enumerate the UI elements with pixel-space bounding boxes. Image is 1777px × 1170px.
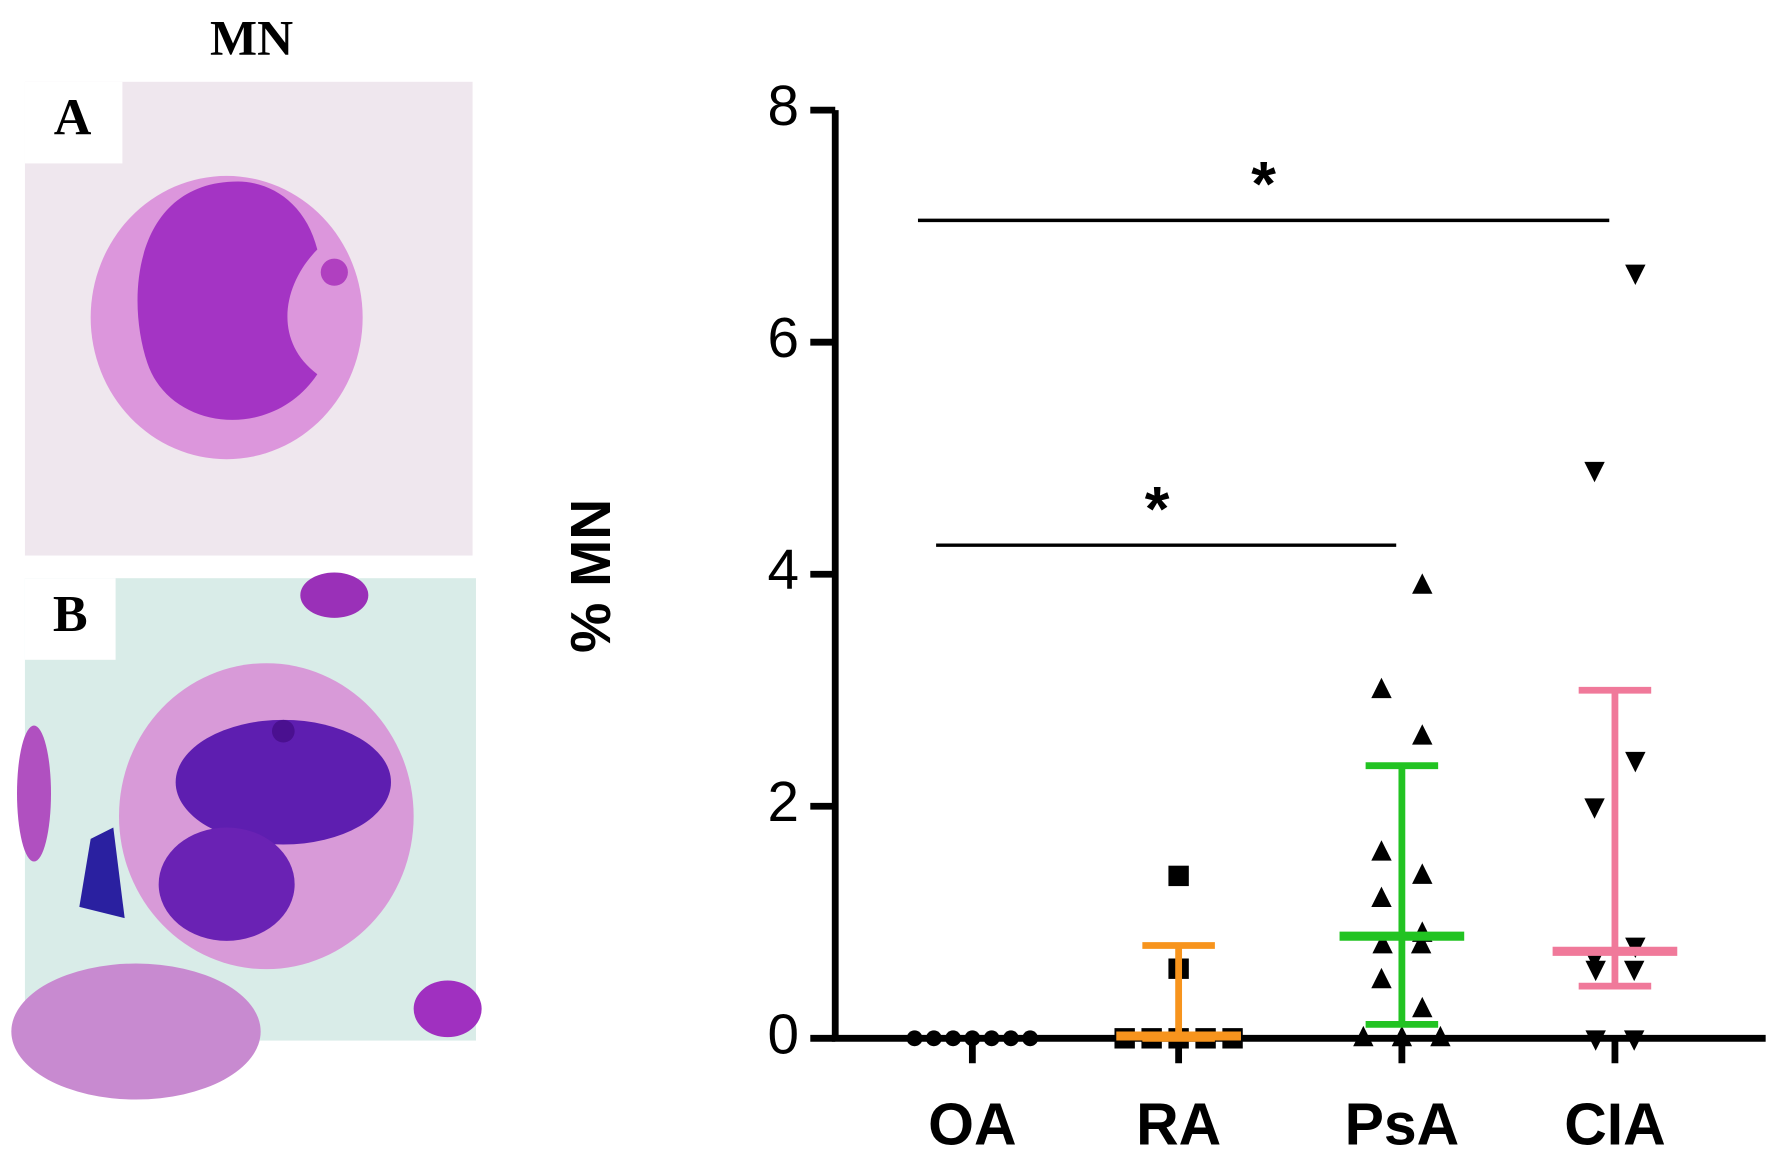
data-point	[1412, 573, 1433, 594]
data-point	[1412, 863, 1433, 884]
data-point	[1391, 1025, 1413, 1047]
data-point	[1410, 933, 1432, 954]
data-point	[925, 1030, 942, 1047]
data-point	[906, 1030, 923, 1047]
x-tick-label: CIA	[1564, 1093, 1665, 1158]
data-point	[1624, 1030, 1645, 1051]
micrograph-a: A	[24, 81, 473, 556]
data-point	[1585, 1030, 1606, 1051]
data-point	[1022, 1030, 1039, 1047]
data-point	[964, 1030, 981, 1047]
significance-label: *	[1251, 149, 1276, 219]
y-tick-label: 4	[767, 539, 799, 602]
y-axis-label: % MN	[560, 499, 623, 653]
data-point	[1372, 933, 1393, 954]
data-point	[1584, 461, 1605, 483]
data-point	[1430, 1025, 1451, 1047]
data-point	[1002, 1030, 1019, 1047]
x-tick-label: PsA	[1345, 1093, 1460, 1158]
data-point	[1412, 724, 1433, 745]
y-tick-label: 6	[767, 307, 799, 370]
y-tick-label: 8	[767, 75, 799, 138]
x-tick-label: OA	[928, 1093, 1016, 1158]
data-point	[1585, 960, 1606, 982]
panel-title: MN	[210, 11, 293, 66]
data-point	[1371, 677, 1392, 699]
y-tick-label: 2	[767, 771, 799, 834]
significance-label: *	[1145, 474, 1170, 544]
x-tick-label: RA	[1136, 1093, 1221, 1158]
data-point	[1353, 1025, 1374, 1047]
data-point	[1371, 886, 1392, 908]
data-point	[1584, 798, 1605, 819]
panel-label: A	[54, 90, 92, 147]
data-point	[1625, 264, 1646, 286]
data-point	[945, 1030, 962, 1047]
y-tick-label: 0	[767, 1003, 799, 1066]
data-point	[983, 1030, 1000, 1047]
panel-label: B	[53, 586, 88, 643]
data-point	[1168, 865, 1189, 887]
data-point	[1624, 960, 1645, 982]
data-point	[1625, 751, 1646, 773]
micrograph-b: B	[11, 572, 482, 1100]
data-point	[1371, 967, 1392, 989]
data-point	[1412, 996, 1433, 1018]
data-point	[1371, 840, 1392, 861]
